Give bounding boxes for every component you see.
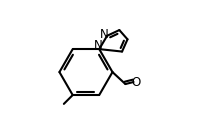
Text: N: N xyxy=(94,38,102,52)
Text: N: N xyxy=(100,28,109,41)
Text: O: O xyxy=(132,75,141,89)
